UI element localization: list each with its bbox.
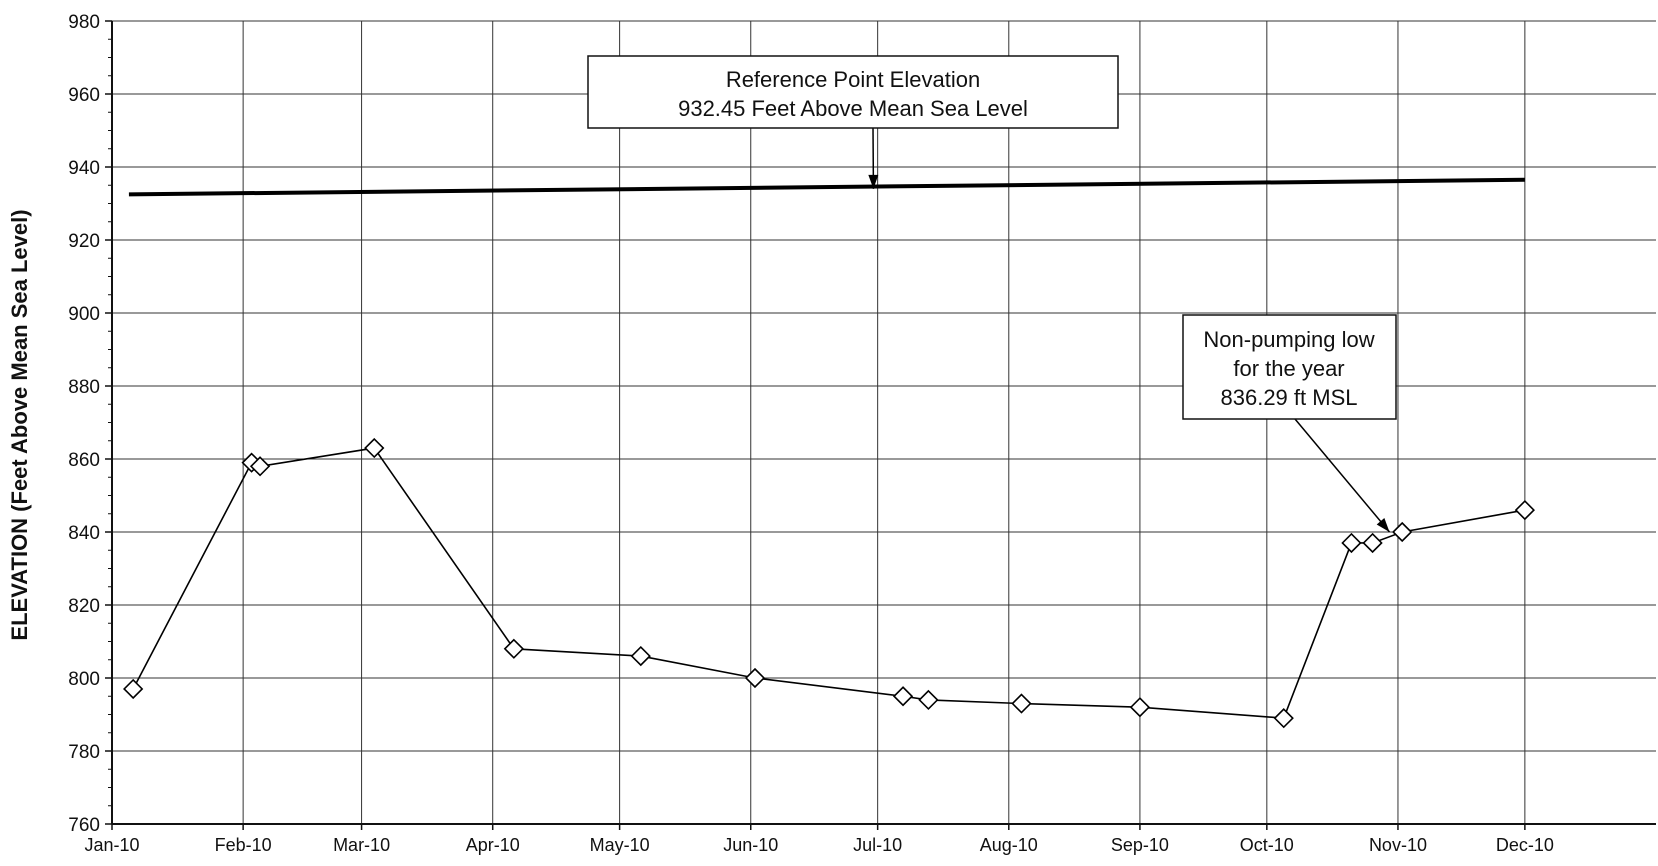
annotation-text: Non-pumping low <box>1203 327 1374 352</box>
data-point-marker <box>503 638 524 659</box>
y-tick-label: 780 <box>68 742 100 763</box>
y-tick-label: 940 <box>68 158 100 179</box>
x-tick-label: Nov-10 <box>1369 835 1427 855</box>
x-tick-label: Jun-10 <box>723 835 778 855</box>
x-tick-label: Dec-10 <box>1496 835 1554 855</box>
x-tick-label: Sep-10 <box>1111 835 1169 855</box>
annotation-text: for the year <box>1233 356 1344 381</box>
annotation-arrow <box>1294 418 1391 533</box>
data-point-marker <box>1392 521 1413 543</box>
y-tick-label: 880 <box>68 377 100 398</box>
y-tick-label: 800 <box>68 669 100 690</box>
annotation-text: 836.29 ft MSL <box>1221 385 1358 410</box>
y-tick-label: 820 <box>68 596 100 617</box>
x-tick-label: Jan-10 <box>84 835 139 855</box>
data-point-marker <box>744 667 766 689</box>
annotation-text: Reference Point Elevation <box>726 67 980 92</box>
annotation-box <box>587 55 1119 129</box>
series-group <box>123 437 1535 729</box>
annotation-arrowhead <box>1376 518 1390 532</box>
y-axis-title: ELEVATION (Feet Above Mean Sea Level) <box>7 209 32 640</box>
x-tick-label: Mar-10 <box>333 835 390 855</box>
annotation-text: 932.45 Feet Above Mean Sea Level <box>678 96 1028 121</box>
y-tick-label: 840 <box>68 523 100 544</box>
reference-line-group <box>128 177 1525 197</box>
data-point-marker <box>364 437 385 459</box>
y-tick-labels: 760 780 800 820 840 860 880 900 920 940 960 980 <box>68 12 100 836</box>
x-tick-label: Apr-10 <box>466 835 520 855</box>
data-point-marker <box>1514 499 1535 521</box>
data-point-marker <box>918 689 939 711</box>
data-point-marker <box>1273 708 1294 729</box>
data-point-marker <box>123 678 144 700</box>
series-line <box>132 447 1526 719</box>
data-point-marker <box>249 456 271 477</box>
grid-lines <box>112 20 1656 824</box>
y-tick-label: 900 <box>68 304 100 325</box>
data-point-marker <box>1362 532 1383 554</box>
y-tick-label: 760 <box>68 815 100 836</box>
x-tick-labels: Jan-10 Feb-10 Mar-10 Apr-10 May-10 Jun-10 Jul-… <box>84 835 1553 855</box>
axes <box>105 20 1656 830</box>
data-point-marker <box>1011 693 1032 714</box>
y-tick-label: 860 <box>68 450 100 471</box>
annotation-box <box>1182 314 1397 420</box>
y-tick-label: 960 <box>68 85 100 106</box>
x-tick-label: Feb-10 <box>215 835 272 855</box>
x-tick-label: Aug-10 <box>980 835 1038 855</box>
x-tick-label: Jul-10 <box>853 835 902 855</box>
data-point-marker <box>1341 532 1362 554</box>
data-point-marker <box>892 686 914 707</box>
annotation-arrowhead <box>868 174 879 189</box>
y-tick-label: 980 <box>68 12 100 33</box>
x-tick-label: May-10 <box>590 835 650 855</box>
data-point-marker <box>630 645 651 667</box>
annotations: Reference Point Elevation 932.45 Feet Abo… <box>587 55 1397 533</box>
reference-line <box>128 177 1525 197</box>
x-tick-label: Oct-10 <box>1240 835 1294 855</box>
y-tick-label: 920 <box>68 231 100 252</box>
data-point-marker <box>1129 697 1151 718</box>
